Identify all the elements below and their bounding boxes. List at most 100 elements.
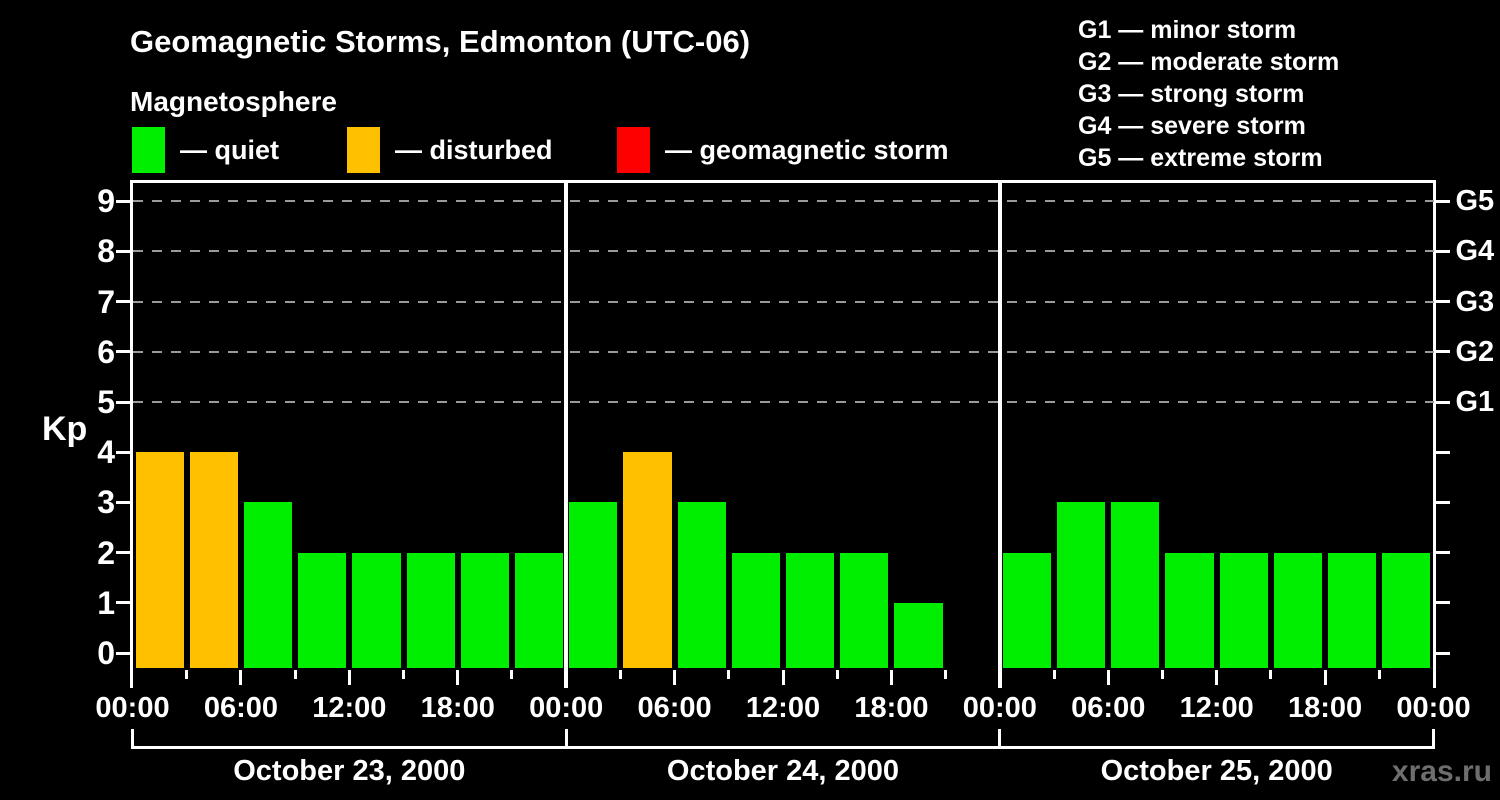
y-tick	[116, 450, 130, 454]
kp-bar	[1273, 552, 1323, 668]
x-tick-label: 12:00	[312, 692, 387, 724]
x-tick-label: 12:00	[745, 692, 821, 724]
kp-bar	[731, 552, 780, 668]
grid-line-kp5	[132, 401, 1434, 403]
g5-legend-line: G5 — extreme storm	[1078, 144, 1323, 172]
x-tick	[1160, 670, 1164, 679]
grid-line-kp8	[132, 250, 1434, 253]
x-tick	[402, 670, 406, 679]
magnetosphere-label: Magnetosphere	[130, 86, 337, 117]
kp-bar	[786, 552, 835, 668]
y-axis-line	[130, 180, 133, 688]
g-scale-legend: G1 — minor storm G2 — moderate storm G3 …	[1078, 14, 1339, 174]
legend-item-storm: — geomagnetic storm	[617, 127, 949, 173]
x-tick	[781, 670, 785, 685]
date-label: October 25, 2000	[1100, 755, 1333, 787]
kp-bar	[1057, 502, 1106, 668]
kp-bar	[514, 552, 564, 668]
plot-top-border	[130, 180, 1436, 183]
y-tick	[116, 350, 130, 354]
date-bracket-tick	[564, 729, 568, 749]
x-tick-label: 18:00	[420, 692, 495, 724]
y-tick-label: 6	[97, 333, 115, 370]
x-tick	[1377, 670, 1381, 679]
x-tick	[456, 670, 460, 685]
kp-axis-label: Kp	[42, 410, 88, 448]
grid-line-kp7	[132, 300, 1434, 303]
x-tick-label: 18:00	[854, 692, 929, 724]
g4-legend-line: G4 — severe storm	[1078, 112, 1306, 140]
legend-item-disturbed: — disturbed	[347, 127, 553, 173]
g-axis-label-g2: G2	[1455, 335, 1495, 368]
x-tick	[727, 670, 731, 679]
xras-watermark: xras.ru	[1391, 755, 1492, 788]
kp-bar	[1382, 552, 1431, 668]
legend-item-quiet: — quiet	[132, 127, 279, 173]
kp-bar	[298, 552, 347, 668]
y-tick-right	[1436, 450, 1450, 454]
kp-bar	[352, 552, 401, 668]
kp-bar	[840, 552, 889, 668]
x-tick	[1106, 670, 1110, 685]
date-bracket-tick	[1432, 729, 1435, 749]
y-tick-right	[1436, 500, 1450, 504]
kp-bar	[243, 502, 293, 668]
kp-bar	[623, 452, 672, 668]
y-tick-right	[1436, 601, 1450, 605]
g2-legend-line: G2 — moderate storm	[1078, 48, 1340, 76]
x-tick	[835, 670, 839, 679]
y-tick-label: 0	[97, 635, 115, 671]
quiet-color-swatch	[132, 127, 165, 173]
y-tick-right	[1436, 651, 1450, 655]
y-tick-right	[1436, 300, 1450, 304]
x-tick-label: 06:00	[1071, 692, 1146, 724]
y-tick	[116, 601, 130, 605]
chart-title: Geomagnetic Storms, Edmonton (UTC-06)	[130, 24, 751, 59]
kp-bar	[1219, 552, 1268, 668]
g-axis-label-g4: G4	[1455, 235, 1495, 268]
y-tick-label: 8	[97, 233, 115, 270]
x-tick-label: 00:00	[529, 692, 604, 724]
x-tick-label: 18:00	[1287, 692, 1363, 724]
x-tick-label: 06:00	[203, 692, 278, 724]
legend-label-storm: — geomagnetic storm	[665, 134, 949, 165]
x-tick	[944, 670, 948, 679]
y-tick-label: 1	[97, 584, 115, 621]
g-axis-label-g3: G3	[1455, 285, 1495, 318]
x-tick	[185, 670, 189, 679]
x-tick	[673, 670, 677, 685]
y-tick-label: 4	[97, 434, 115, 471]
g-axis-label-g5: G5	[1455, 185, 1495, 218]
kp-bar	[677, 502, 726, 668]
disturbed-color-swatch	[347, 127, 380, 173]
y-tick	[116, 551, 130, 555]
g-axis-label-g1: G1	[1455, 386, 1495, 418]
kp-bar	[406, 552, 455, 668]
y-tick-right	[1436, 249, 1450, 253]
x-tick	[618, 670, 622, 679]
date-bracket-line	[132, 746, 1434, 749]
kp-bar	[1111, 502, 1160, 668]
y-tick-label: 9	[97, 183, 115, 220]
storm-color-swatch	[617, 127, 650, 173]
y-tick-label: 7	[97, 283, 115, 320]
x-tick-label: 00:00	[1396, 692, 1471, 724]
g1-legend-line: G1 — minor storm	[1078, 16, 1297, 44]
y-tick-right	[1436, 350, 1450, 354]
x-tick-label: 06:00	[637, 692, 712, 724]
x-tick	[1052, 670, 1056, 679]
x-tick	[1269, 670, 1273, 679]
kp-bar	[894, 602, 943, 668]
y-tick	[116, 500, 130, 504]
x-tick	[1215, 670, 1219, 685]
y-tick-right	[1436, 400, 1450, 404]
kp-bar	[189, 452, 238, 668]
y-tick-label: 2	[97, 534, 115, 571]
x-tick	[347, 670, 351, 685]
y-tick-label: 3	[97, 484, 115, 521]
y-tick	[116, 400, 130, 404]
x-tick	[1323, 670, 1327, 685]
x-tick	[239, 670, 243, 685]
grid-line-kp9	[132, 200, 1434, 203]
